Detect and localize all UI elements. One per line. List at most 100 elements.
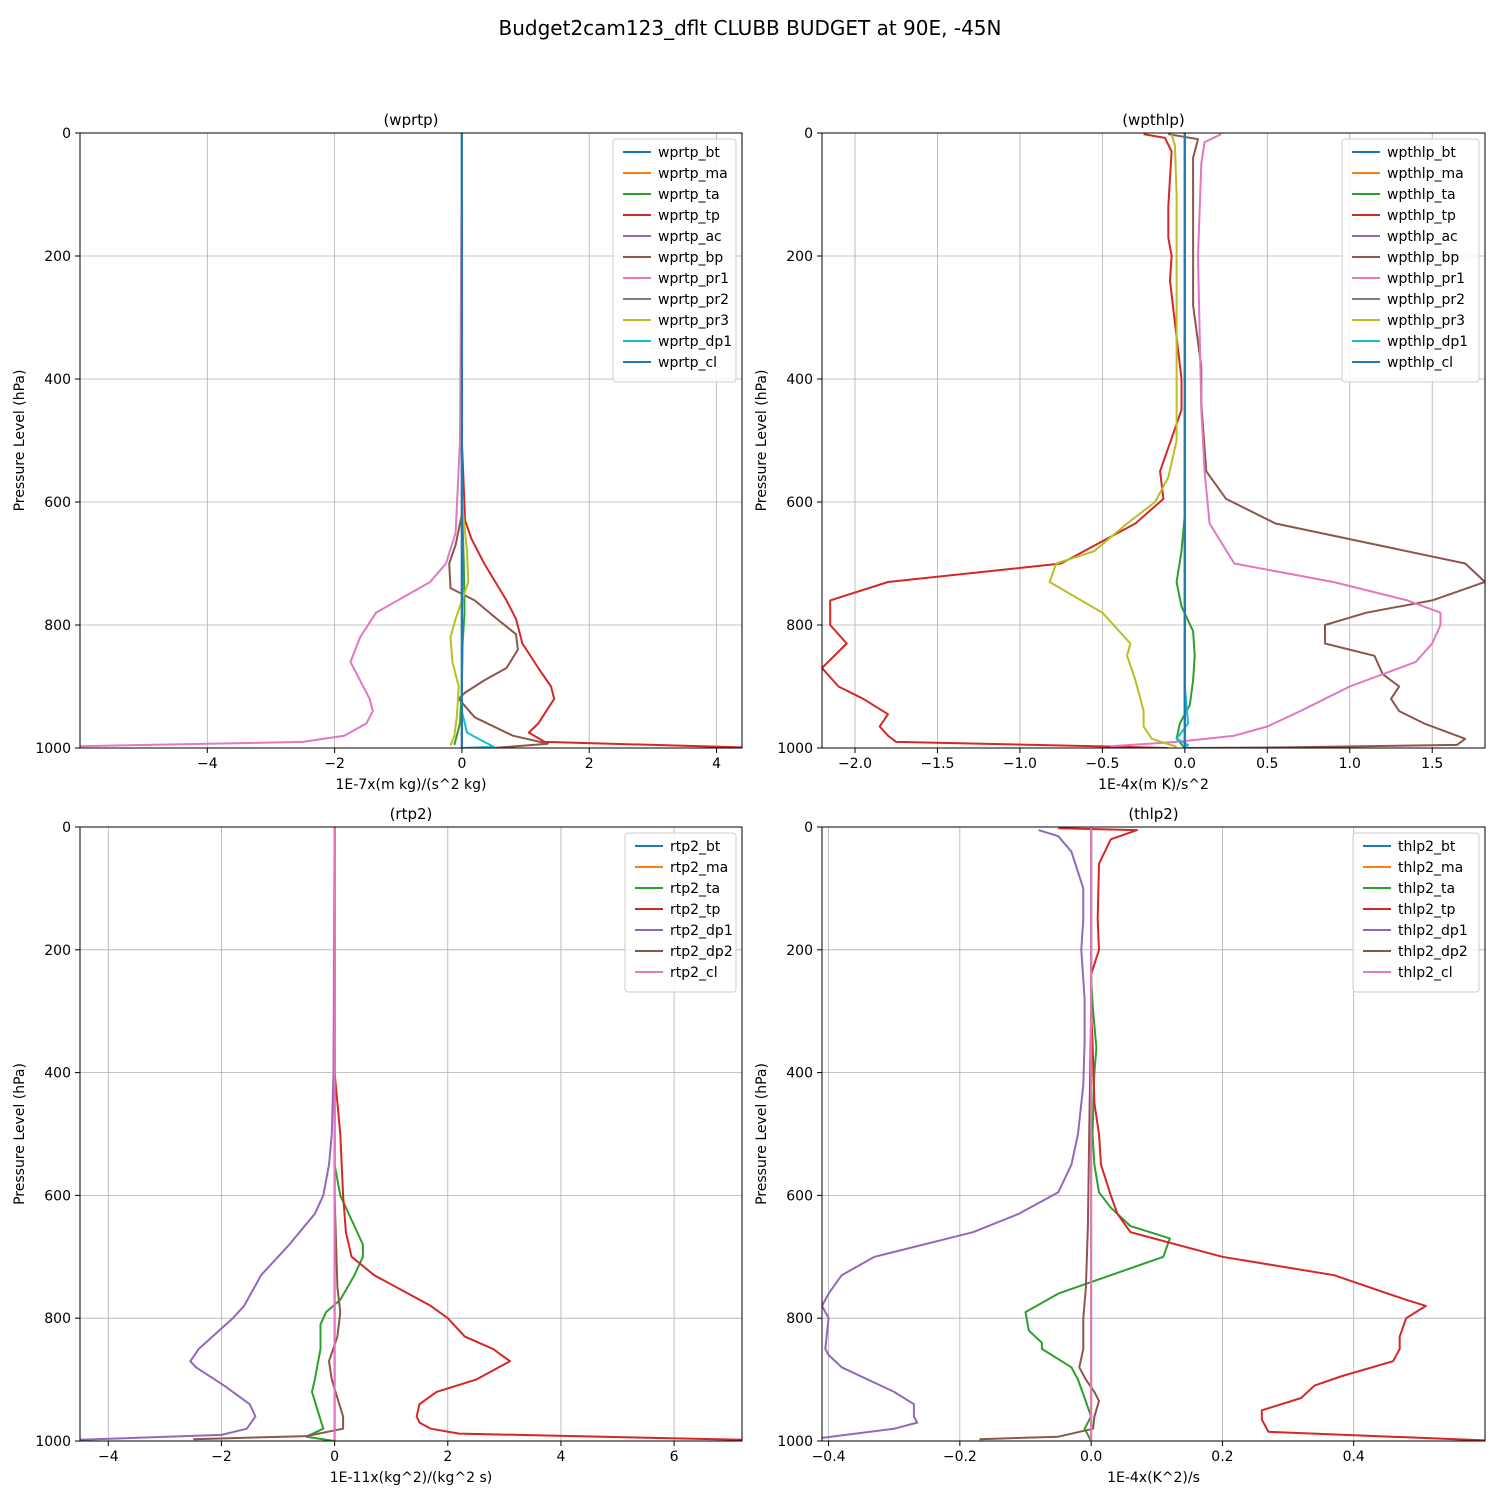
legend-label: wpthlp_cl [1387,355,1453,371]
subplot-title: (wprtp) [383,111,438,129]
y-tick-label: 600 [44,1188,71,1204]
x-tick-label: 1.5 [1421,756,1443,772]
y-axis-label: Pressure Level (hPa) [12,1063,28,1205]
legend-box [612,138,737,383]
series-line-rtp2_dp1 [80,827,336,1441]
legend-label: wpthlp_pr2 [1387,292,1465,308]
y-tick-label: 800 [44,618,71,634]
series-line-wprtp_dp1 [460,133,495,748]
legend-label: thlp2_dp2 [1398,944,1468,960]
y-tick-label: 400 [786,372,813,388]
x-tick-label: 0 [457,756,466,772]
series-line-wpthlp_ta [1175,133,1196,748]
legend-label: wprtp_ta [658,187,720,203]
legend: rtp2_bt rtp2_ma rtp2_ta rtp2_tp rtp2_dp1 rtp2… [624,832,737,993]
x-tick-label: −2.0 [838,756,872,772]
x-axis-label: 1E-4x(K^2)/s [1107,1470,1200,1486]
x-tick-label: −0.2 [943,1449,977,1465]
axes-frame [79,826,743,1442]
subplot-wpthlp: −2.0 −1.5 −1.0 −0.5 0.0 0.5 1.0 1.5 0 200 400 600 80… [754,111,1486,793]
legend-label: thlp2_dp1 [1398,923,1468,939]
x-tick-label: −0.4 [812,1449,846,1465]
legend-label: wprtp_cl [658,355,717,371]
series-line-wpthlp_dp1 [1175,133,1190,748]
legend-label: wprtp_pr3 [658,313,729,329]
y-tick-label: 600 [44,495,71,511]
legend-label: wpthlp_ta [1387,187,1456,203]
legend-label: wprtp_ma [658,166,728,182]
x-axis-label: 1E-7x(m kg)/(s^2 kg) [335,777,486,793]
legend-label: thlp2_tp [1398,902,1456,918]
x-tick-label: −4 [98,1449,119,1465]
legend-label: thlp2_ta [1398,881,1455,897]
series-line-wprtp_pr3 [449,133,470,746]
x-tick-label: 2 [585,756,594,772]
y-tick-label: 600 [786,495,813,511]
x-tick-label: −2 [324,756,345,772]
legend-box [1352,832,1480,993]
x-tick-label: 0.0 [1174,756,1196,772]
legend: wpthlp_bt wpthlp_ma wpthlp_ta wpthlp_tpwpth… [1341,138,1480,383]
y-tick-label: 200 [44,249,71,265]
x-tick-label: 0.0 [1080,1449,1102,1465]
legend-label: rtp2_dp1 [670,923,733,939]
series-line-thlp2_dp1 [822,829,1086,1439]
x-tick-label: 4 [712,756,721,772]
y-tick-label: 1000 [777,741,813,757]
x-tick-label: −0.5 [1085,756,1119,772]
legend-label: wpthlp_tp [1387,208,1456,224]
x-tick-label: 0.4 [1343,1449,1365,1465]
x-tick-label: 0.5 [1256,756,1278,772]
legend-label: thlp2_cl [1398,965,1453,981]
series-line-wprtp_pr1 [80,133,463,748]
series-line-wpthlp_bp [1168,133,1485,748]
x-tick-label: 4 [556,1449,565,1465]
y-tick-label: 800 [44,1311,71,1327]
y-tick-label: 1000 [35,1434,71,1450]
axes-frame [821,132,1486,749]
y-tick-label: 400 [44,1066,71,1082]
legend-label: wpthlp_pr1 [1387,271,1465,287]
y-tick-label: 0 [62,820,71,836]
legend-label: wprtp_dp1 [658,334,732,350]
subplot-title: (thlp2) [1128,805,1178,823]
x-tick-label: 0 [330,1449,339,1465]
y-tick-label: 200 [786,249,813,265]
series-line-wprtp_tp [460,133,742,748]
legend-label: wprtp_tp [658,208,720,224]
series-line-thlp2_tp [1058,827,1485,1441]
legend-label: rtp2_ma [670,860,728,876]
legend-label: wpthlp_ma [1387,166,1464,182]
legend-label: wprtp_pr2 [658,292,729,308]
x-tick-label: 6 [670,1449,679,1465]
y-tick-label: 600 [786,1188,813,1204]
y-tick-label: 400 [44,372,71,388]
y-axis-label: Pressure Level (hPa) [754,370,770,512]
axes-frame [79,132,743,749]
legend-label: wpthlp_bp [1387,250,1459,266]
series-line-wpthlp_pr3 [1048,133,1178,748]
x-axis-label: 1E-4x(m K)/s^2 [1098,777,1209,793]
x-tick-label: 0.2 [1211,1449,1233,1465]
y-tick-label: 1000 [35,741,71,757]
series-line-rtp2_tp [333,827,742,1441]
x-axis-label: 1E-11x(kg^2)/(kg^2 s) [330,1470,492,1486]
legend-label: rtp2_tp [670,902,721,918]
legend-label: thlp2_ma [1398,860,1463,876]
legend-label: rtp2_bt [670,839,721,855]
legend-label: wpthlp_ac [1387,229,1458,245]
x-tick-label: −2 [211,1449,232,1465]
legend-label: thlp2_bt [1398,839,1456,855]
legend-label: rtp2_ta [670,881,720,897]
x-tick-label: −4 [197,756,218,772]
legend-label: wpthlp_bt [1387,145,1456,161]
series-line-thlp2_ta [1024,827,1171,1441]
legend: wprtp_bt wprtp_ma wprtp_ta wprtp_tp wprtp_ac… [612,138,737,383]
y-tick-label: 0 [62,126,71,142]
legend-label: wprtp_pr1 [658,271,729,287]
subplot-title: (wpthlp) [1122,111,1185,129]
legend: thlp2_bt thlp2_ma thlp2_ta thlp2_tp thlp2_dp… [1352,832,1480,993]
legend-box [1341,138,1480,383]
legend-label: rtp2_dp2 [670,944,733,960]
